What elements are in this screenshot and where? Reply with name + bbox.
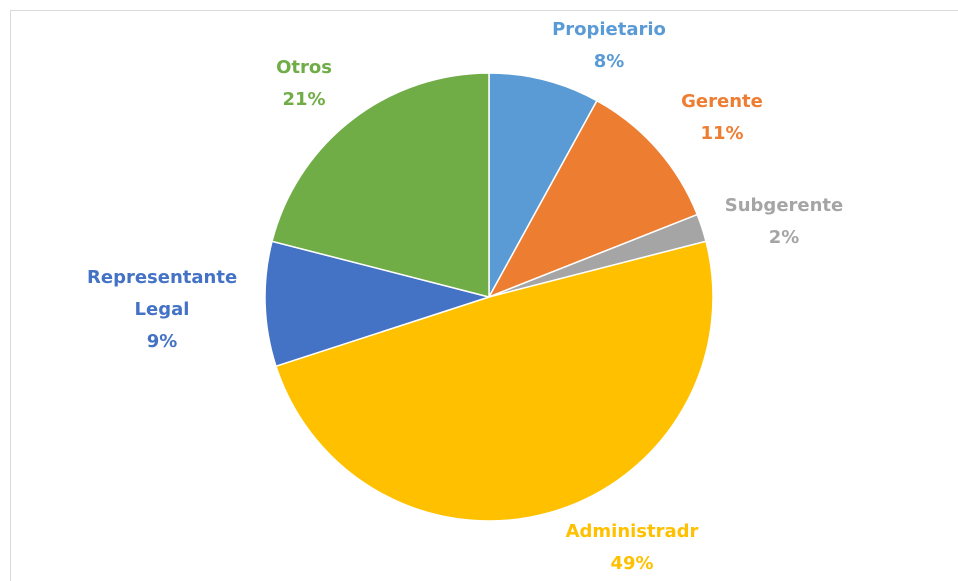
slice-label: Representante Legal 9% xyxy=(87,262,237,358)
slice-label: Administradr 49% xyxy=(557,516,707,580)
category-label: Administradr xyxy=(565,521,699,542)
pie-slice xyxy=(275,240,714,522)
value-label: 49% xyxy=(610,553,654,574)
category-label: Propietario xyxy=(552,19,666,40)
value-label: 2% xyxy=(768,227,800,248)
pie-slice xyxy=(271,72,490,298)
slice-label: Gerente 11% xyxy=(647,86,797,150)
pie-slice xyxy=(487,99,699,299)
pie-slice xyxy=(488,72,598,298)
chart-border xyxy=(10,10,958,581)
value-label: 8% xyxy=(593,51,625,72)
slice-label: Otros 21% xyxy=(229,52,379,116)
value-label: 11% xyxy=(700,123,744,144)
value-label: 9% xyxy=(146,331,178,352)
category-label: Subgerente xyxy=(724,195,844,216)
slice-label: Subgerente 2% xyxy=(709,190,859,254)
slice-label: Propietario 8% xyxy=(534,14,684,78)
category-label: Representante Legal xyxy=(87,267,238,320)
category-label: Gerente xyxy=(681,91,763,112)
category-label: Otros xyxy=(276,57,332,78)
value-label: 21% xyxy=(282,89,326,110)
pie-slice xyxy=(264,240,492,368)
